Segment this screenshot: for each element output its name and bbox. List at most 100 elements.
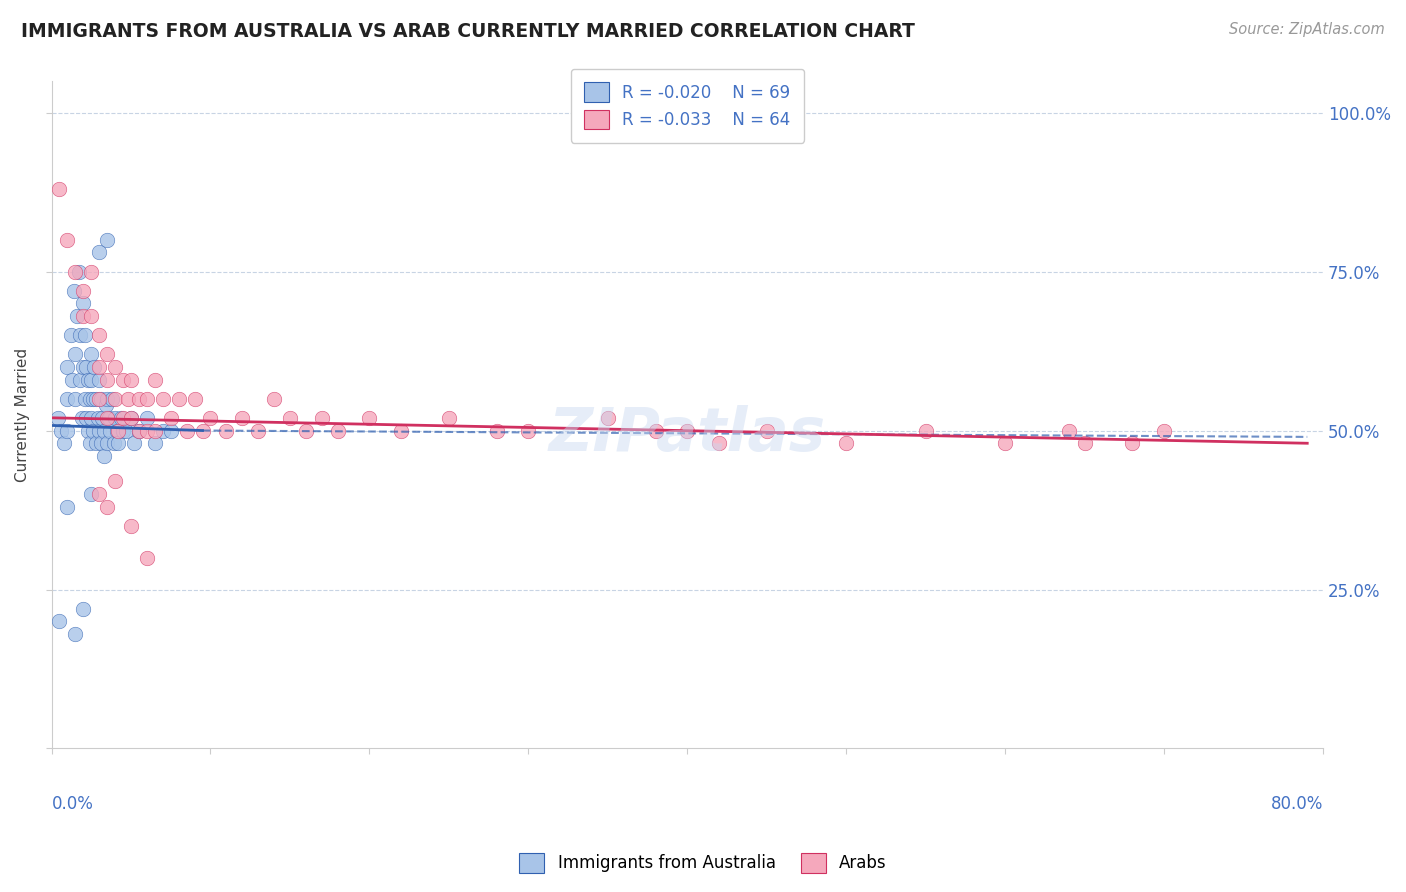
- Point: [135, 392, 157, 406]
- Point: [994, 436, 1017, 450]
- Text: ZIPatlas: ZIPatlas: [548, 405, 825, 464]
- Text: 80.0%: 80.0%: [1271, 796, 1323, 814]
- Point: [67, 264, 90, 278]
- Point: [107, 424, 129, 438]
- Point: [56, 500, 79, 514]
- Point: [72, 359, 94, 374]
- Point: [83, 359, 105, 374]
- Point: [82, 424, 104, 438]
- Point: [105, 424, 128, 438]
- Point: [84, 436, 107, 450]
- Point: [59, 328, 82, 343]
- Point: [69, 373, 91, 387]
- Point: [104, 410, 127, 425]
- Point: [120, 519, 142, 533]
- Point: [120, 373, 142, 387]
- Point: [65, 627, 87, 641]
- Point: [278, 410, 301, 425]
- Point: [104, 475, 127, 489]
- Point: [93, 424, 115, 438]
- Point: [143, 373, 166, 387]
- Point: [596, 410, 619, 425]
- Point: [112, 373, 135, 387]
- Point: [89, 328, 111, 343]
- Point: [128, 424, 150, 438]
- Point: [135, 410, 157, 425]
- Point: [89, 392, 111, 406]
- Point: [56, 392, 79, 406]
- Point: [644, 424, 666, 438]
- Point: [167, 392, 190, 406]
- Point: [176, 424, 198, 438]
- Point: [96, 500, 118, 514]
- Point: [755, 424, 778, 438]
- Point: [326, 424, 349, 438]
- Point: [96, 347, 118, 361]
- Point: [143, 436, 166, 450]
- Point: [103, 436, 125, 450]
- Point: [89, 487, 111, 501]
- Point: [91, 410, 114, 425]
- Point: [676, 424, 699, 438]
- Point: [295, 424, 318, 438]
- Point: [112, 424, 135, 438]
- Text: 0.0%: 0.0%: [52, 796, 93, 814]
- Legend: Immigrants from Australia, Arabs: Immigrants from Australia, Arabs: [513, 847, 893, 880]
- Point: [80, 309, 103, 323]
- Point: [90, 392, 112, 406]
- Point: [73, 392, 96, 406]
- Point: [89, 359, 111, 374]
- Point: [84, 392, 107, 406]
- Point: [60, 373, 83, 387]
- Point: [76, 410, 98, 425]
- Point: [389, 424, 412, 438]
- Point: [152, 392, 174, 406]
- Point: [101, 392, 124, 406]
- Point: [1153, 424, 1175, 438]
- Point: [76, 359, 98, 374]
- Point: [117, 392, 139, 406]
- Point: [97, 410, 120, 425]
- Point: [1121, 436, 1143, 450]
- Point: [359, 410, 381, 425]
- Point: [96, 373, 118, 387]
- Point: [56, 359, 79, 374]
- Point: [96, 436, 118, 450]
- Point: [48, 615, 70, 629]
- Point: [53, 436, 76, 450]
- Point: [89, 373, 111, 387]
- Point: [122, 436, 145, 450]
- Point: [65, 392, 87, 406]
- Point: [94, 398, 117, 412]
- Point: [96, 410, 118, 425]
- Point: [65, 264, 87, 278]
- Point: [104, 359, 127, 374]
- Text: IMMIGRANTS FROM AUSTRALIA VS ARAB CURRENTLY MARRIED CORRELATION CHART: IMMIGRANTS FROM AUSTRALIA VS ARAB CURREN…: [21, 22, 915, 41]
- Point: [835, 436, 858, 450]
- Point: [120, 410, 142, 425]
- Point: [120, 410, 142, 425]
- Point: [1073, 436, 1095, 450]
- Point: [159, 424, 181, 438]
- Point: [72, 309, 94, 323]
- Point: [135, 550, 157, 565]
- Point: [517, 424, 540, 438]
- Point: [79, 392, 101, 406]
- Point: [70, 410, 93, 425]
- Point: [69, 328, 91, 343]
- Point: [707, 436, 730, 450]
- Point: [80, 373, 103, 387]
- Point: [80, 347, 103, 361]
- Point: [89, 245, 111, 260]
- Point: [96, 392, 118, 406]
- Point: [104, 392, 127, 406]
- Point: [311, 410, 333, 425]
- Point: [73, 328, 96, 343]
- Point: [80, 410, 103, 425]
- Point: [79, 436, 101, 450]
- Point: [93, 449, 115, 463]
- Point: [82, 392, 104, 406]
- Point: [89, 424, 111, 438]
- Point: [200, 410, 222, 425]
- Point: [96, 233, 118, 247]
